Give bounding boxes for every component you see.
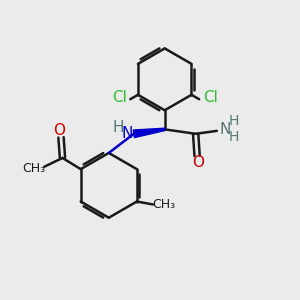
Text: CH₃: CH₃	[153, 198, 176, 211]
Text: N: N	[219, 122, 231, 137]
Text: N: N	[122, 126, 133, 141]
Text: Cl: Cl	[112, 90, 127, 105]
Polygon shape	[133, 128, 165, 138]
Text: O: O	[53, 123, 65, 138]
Text: Cl: Cl	[203, 90, 218, 105]
Text: H: H	[228, 114, 238, 128]
Text: CH₃: CH₃	[22, 162, 46, 175]
Text: H: H	[228, 130, 238, 144]
Text: O: O	[192, 155, 204, 170]
Text: H: H	[113, 120, 124, 135]
